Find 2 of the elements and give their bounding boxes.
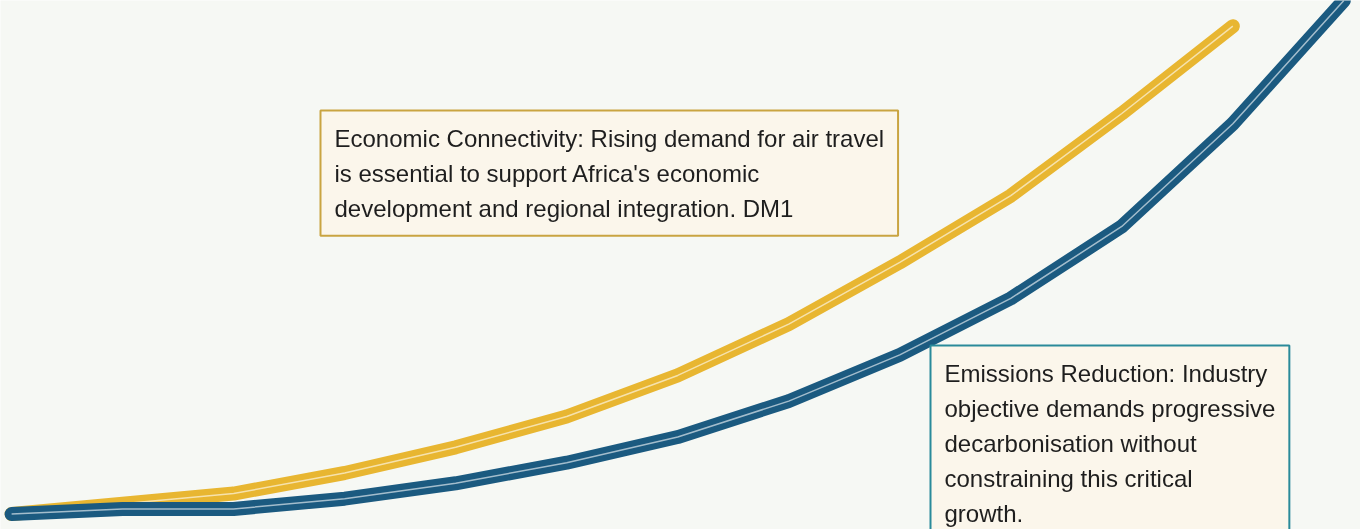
annotation: Economic Connectivity: Rising demand for air travel is essential to support Africa's economic development and regional integration. DM1 (334, 124, 885, 222)
annotation: Emissions Reduction: Industry objective demands progressive decarbonisation without constraining this critical growth. (944, 359, 1276, 527)
